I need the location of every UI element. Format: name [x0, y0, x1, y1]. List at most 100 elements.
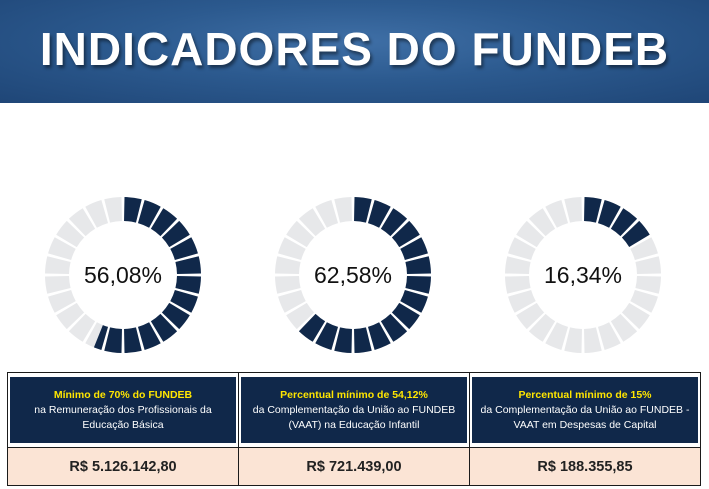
indicator-card-educacao-infantil: Percentual mínimo de 54,12% da Complemen…	[238, 372, 470, 448]
page-title: INDICADORES DO FUNDEB	[39, 22, 670, 75]
donut-segment-empty	[545, 322, 569, 350]
donut-segment-empty	[48, 237, 76, 261]
donut-segment-filled	[170, 237, 198, 261]
donut-segment-empty	[630, 237, 658, 261]
donut-segment-empty	[275, 276, 301, 294]
donut-graphic	[505, 197, 661, 353]
donut-segment-filled	[298, 313, 326, 342]
donut-segment-filled	[400, 237, 428, 261]
donut-segment-empty	[278, 289, 306, 313]
indicators-table: Mínimo de 70% do FUNDEB na Remuneração d…	[7, 372, 701, 486]
donut-segment-filled	[400, 289, 428, 313]
indicator-amount: R$ 188.355,85	[469, 447, 701, 486]
donut-segment-empty	[298, 208, 326, 237]
donut-segment-empty	[508, 237, 536, 261]
donut-segment-empty	[505, 256, 531, 274]
donut-segment-filled	[405, 256, 431, 274]
donut-segment-empty	[630, 289, 658, 313]
indicator-description: da Complementação da União ao FUNDEB - V…	[480, 403, 690, 431]
indicator-amount: R$ 5.126.142,80	[7, 447, 239, 486]
donut-percentage-label: 62,58%	[313, 261, 392, 288]
donut-graphic	[275, 197, 431, 353]
donut-segment-filled	[150, 313, 178, 342]
header-banner: INDICADORES DO FUNDEB	[0, 0, 709, 103]
donut-segment-filled	[175, 256, 201, 274]
donut-segment-empty	[597, 322, 621, 350]
donut-segment-filled	[137, 322, 161, 350]
donut-segment-empty	[528, 208, 556, 237]
donut-segment-filled	[610, 208, 638, 237]
donut-segment-filled	[391, 220, 420, 248]
donut-segment-empty	[516, 302, 545, 330]
indicator-amount: R$ 721.439,00	[238, 447, 470, 486]
indicators-value-row: R$ 5.126.142,80 R$ 721.439,00 R$ 188.355…	[7, 447, 701, 486]
donut-percentage-label: 16,34%	[543, 261, 622, 288]
donut-segment-filled	[354, 197, 372, 223]
donut-segment-filled	[124, 197, 142, 223]
indicator-card-header: Percentual mínimo de 15% da Complementaç…	[472, 377, 698, 443]
donut-segment-empty	[621, 302, 650, 330]
donut-segment-filled	[315, 322, 339, 350]
donut-segment-filled	[584, 197, 602, 223]
donut-segment-filled	[161, 220, 190, 248]
donut-segment-empty	[275, 256, 301, 274]
donut-percentage-label: 56,08%	[83, 261, 162, 288]
donut-graphic	[45, 197, 201, 353]
donut-segment-filled	[405, 276, 431, 294]
donut-segment-filled	[334, 327, 352, 353]
donut-segment-empty	[278, 237, 306, 261]
donut-segment-empty	[545, 200, 569, 228]
donut-segment-empty	[45, 256, 71, 274]
donut-segment-empty	[334, 197, 352, 223]
donut-segment-filled	[137, 200, 161, 228]
donut-segment-filled	[380, 208, 408, 237]
donut-segment-empty	[564, 197, 582, 223]
donut-segment-empty	[85, 200, 109, 228]
donut-segment-empty	[564, 327, 582, 353]
donut-segment-filled	[597, 200, 621, 228]
donut-segment-filled	[367, 200, 391, 228]
donut-segment-filled	[367, 322, 391, 350]
donut-segment-empty	[315, 200, 339, 228]
donut-segment-filled	[391, 302, 420, 330]
donut-segment-filled	[93, 325, 109, 350]
donut-segment-empty	[286, 220, 315, 248]
donut-segment-filled	[161, 302, 190, 330]
donut-segment-empty	[635, 276, 661, 294]
indicator-card-despesas-capital: Percentual mínimo de 15% da Complementaç…	[469, 372, 701, 448]
donut-chart-remuneracao: 56,08%	[43, 195, 203, 355]
donut-segment-empty	[68, 208, 96, 237]
indicator-title: Percentual mínimo de 15%	[518, 388, 652, 401]
donut-segment-empty	[610, 313, 638, 342]
indicator-card-header: Mínimo de 70% do FUNDEB na Remuneração d…	[10, 377, 236, 443]
donut-segment-empty	[286, 302, 315, 330]
donut-segment-empty	[635, 256, 661, 274]
donut-segment-filled	[380, 313, 408, 342]
donut-segment-empty	[104, 197, 122, 223]
donut-segment-empty	[584, 327, 602, 353]
donut-segment-empty	[45, 276, 71, 294]
donut-segment-filled	[354, 327, 372, 353]
donut-segment-filled	[124, 327, 142, 353]
donut-segment-filled	[170, 289, 198, 313]
donut-segment-empty	[48, 289, 76, 313]
donut-chart-despesas-capital: 16,34%	[503, 195, 663, 355]
donut-segment-empty	[516, 220, 545, 248]
indicators-header-row: Mínimo de 70% do FUNDEB na Remuneração d…	[7, 372, 701, 448]
donut-segment-empty	[505, 276, 531, 294]
donut-chart-educacao-infantil: 62,58%	[273, 195, 433, 355]
indicator-title: Mínimo de 70% do FUNDEB	[53, 388, 193, 401]
donut-segment-filled	[175, 276, 201, 294]
donut-segment-empty	[56, 302, 85, 330]
indicator-description: da Complementação da União ao FUNDEB (VA…	[252, 403, 456, 431]
donut-segment-empty	[508, 289, 536, 313]
donut-segment-filled	[150, 208, 178, 237]
indicator-card-header: Percentual mínimo de 54,12% da Complemen…	[241, 377, 467, 443]
donut-segment-filled	[621, 220, 650, 248]
donut-segment-empty	[68, 313, 96, 342]
donut-segment-empty	[56, 220, 85, 248]
indicator-description: na Remuneração dos Profissionais da Educ…	[34, 403, 212, 431]
indicator-title: Percentual mínimo de 54,12%	[280, 388, 428, 401]
indicator-card-remuneracao: Mínimo de 70% do FUNDEB na Remuneração d…	[7, 372, 239, 448]
donut-segment-filled	[104, 327, 122, 353]
